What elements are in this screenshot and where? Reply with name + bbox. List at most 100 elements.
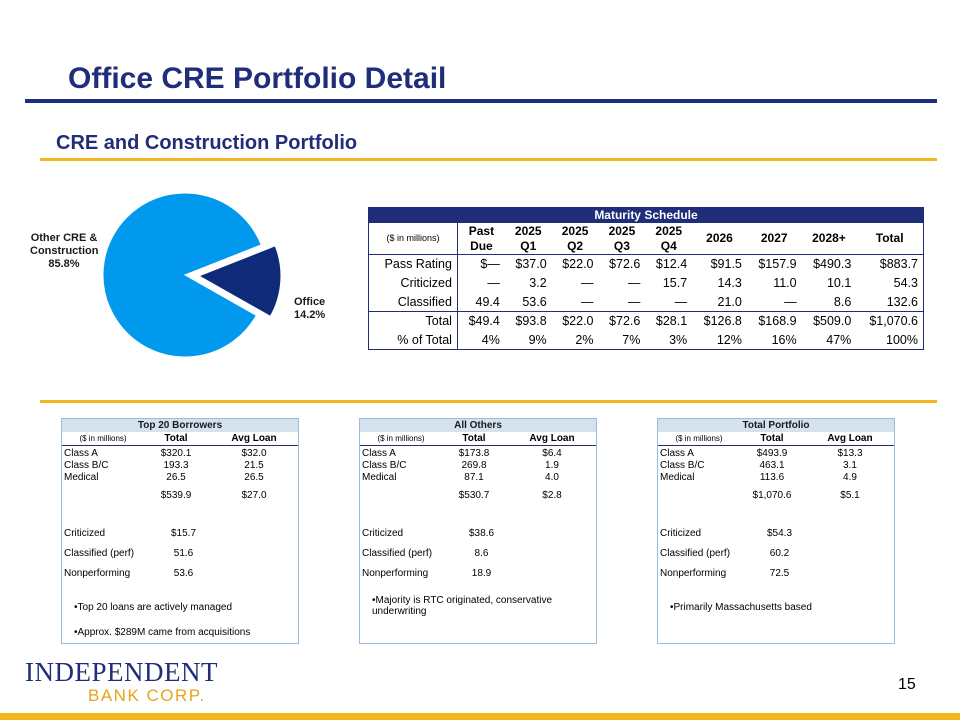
class-label: Class A [660,448,694,459]
panel-top-20-borrowers: Top 20 Borrowers ($ in millions) Total Avg … [61,418,299,644]
maturity-cell: 54.3 [893,276,918,290]
maturity-cell: 9% [528,332,547,347]
panel-quality-row: Classified (perf) 8.6 [360,548,596,560]
maturity-cell: $1,070.6 [856,311,924,331]
panel-sum-row: $530.7 $2.8 [360,490,596,502]
panel-class-row: Class B/C 193.3 21.5 [62,460,298,472]
maturity-cell: $— [456,254,505,274]
maturity-cell: 8.6 [833,294,852,309]
class-total: 87.1 [464,472,484,483]
pie-slice-other-cre [102,192,262,358]
maturity-schedule-table: Maturity Schedule ($ in millions) Past 202… [368,207,924,350]
maturity-cell: 132.6 [886,294,918,309]
maturity-col-header: Total [875,231,904,246]
class-avg: 4.0 [545,472,559,483]
quality-value: $15.7 [170,528,197,539]
maturity-row-label: Pass Rating [368,254,458,274]
quality-label: Classified (perf) [660,548,731,559]
panel-units: ($ in millions) [675,434,723,443]
class-avg: 1.9 [545,460,559,471]
class-avg: $32.0 [241,448,267,459]
maturity-col-subheader: Q1 [520,239,537,254]
quality-value: 51.6 [173,548,194,559]
panel-column-header: ($ in millions) Total Avg Loan [658,432,894,446]
quality-label: Classified (perf) [64,548,135,559]
maturity-cell: 14.3 [717,276,742,290]
panel-quality-row: Classified (perf) 51.6 [62,548,298,560]
maturity-cell: 16% [771,332,797,347]
maturity-cell: 49.4 [456,292,505,312]
maturity-cell: — [581,276,594,290]
class-total: 269.8 [461,460,487,471]
pie-label-other-line1: Other CRE & [30,232,98,244]
pie-label-office: Office 14.2% [294,296,325,322]
pie-label-other-line2: Construction [30,245,99,257]
pie-slice-office [197,245,282,318]
maturity-cell: $168.9 [746,311,802,331]
panel-sum-row: $539.9 $27.0 [62,490,298,502]
maturity-col-header: 2026 [706,231,733,246]
maturity-col-subheader: Q3 [613,239,630,254]
panel-quality-row: Criticized $15.7 [62,528,298,540]
maturity-row-label: Classified [397,294,452,309]
maturity-cell: 2% [575,332,594,347]
sum-total: $530.7 [458,490,490,501]
class-label: Class B/C [660,460,705,471]
quality-label: Criticized [64,528,106,539]
sum-total: $539.9 [160,490,192,501]
panel-title: All Others [360,419,596,432]
class-label: Medical [362,472,397,483]
pie-label-office-pct: 14.2% [294,309,326,321]
page-title: Office CRE Portfolio Detail [68,62,447,95]
maturity-cell: $93.8 [504,311,552,331]
bottom-gold-bar [0,713,960,720]
maturity-cell: 3% [669,332,688,347]
maturity-cell: $12.4 [645,254,693,274]
maturity-cell: $72.6 [598,311,646,331]
quality-value: 18.9 [471,568,492,579]
quality-value: 72.5 [769,568,790,579]
maturity-row: Classified 49.4 53.6 — — — 21.0 — 8.6 132.6 [369,292,924,312]
pie-label-other-pct: 85.8% [48,258,80,270]
maturity-col-header: 2027 [760,231,788,246]
maturity-col-subheader: Q4 [660,239,677,254]
class-total: $173.8 [458,448,490,459]
maturity-cell: $883.7 [856,254,924,274]
maturity-cell: $22.0 [551,254,599,274]
quality-label: Nonperforming [660,568,727,579]
class-avg: $6.4 [542,448,562,459]
panel-class-row: Medical 87.1 4.0 [360,472,596,484]
class-avg: $13.3 [837,448,863,459]
class-total: 463.1 [759,460,785,471]
maturity-col-subheader: Q2 [567,239,584,254]
pie-label-office-line1: Office [294,296,326,308]
maturity-col-header: 2025 [514,223,542,238]
sum-avg: $2.8 [542,490,562,501]
maturity-row-label: Criticized [400,276,452,290]
quality-value: $54.3 [766,528,793,539]
gold-divider-top [40,158,937,161]
maturity-row: Pass Rating $— $37.0 $22.0 $72.6 $12.4 $91.5 $1… [368,254,924,274]
maturity-cell: — [627,276,641,290]
panel-class-row: Class B/C 463.1 3.1 [658,460,894,472]
sum-spacer [658,490,738,502]
maturity-row: Criticized — 3.2 — — 15.7 14.3 11.0 10.1 54.3 [369,273,924,293]
maturity-cell: 12% [716,332,742,347]
panel-quality-row: Nonperforming 18.9 [360,568,596,580]
panel-col-total: Total [760,433,784,444]
panel-all-others: All Others ($ in millions) Total Avg Loan Cl… [359,418,597,644]
pie-label-other: Other CRE & Construction 85.8% [30,232,98,271]
quality-value: $38.6 [468,528,495,539]
maturity-header: Maturity Schedule [368,207,924,223]
panel-quality-row: Nonperforming 72.5 [658,568,894,580]
maturity-cell: 53.6 [522,294,547,309]
maturity-cell: 3.2 [529,276,547,290]
portfolio-pie-chart [102,192,282,358]
class-label: Medical [660,472,695,483]
class-total: 193.3 [163,460,189,471]
class-label: Class B/C [64,460,109,471]
panel-bullet: •Majority is RTC originated, conservativ… [372,595,553,617]
panel-class-row: Class A $173.8 $6.4 [360,448,596,460]
maturity-cell: $72.6 [598,254,646,274]
class-label: Class B/C [362,460,407,471]
